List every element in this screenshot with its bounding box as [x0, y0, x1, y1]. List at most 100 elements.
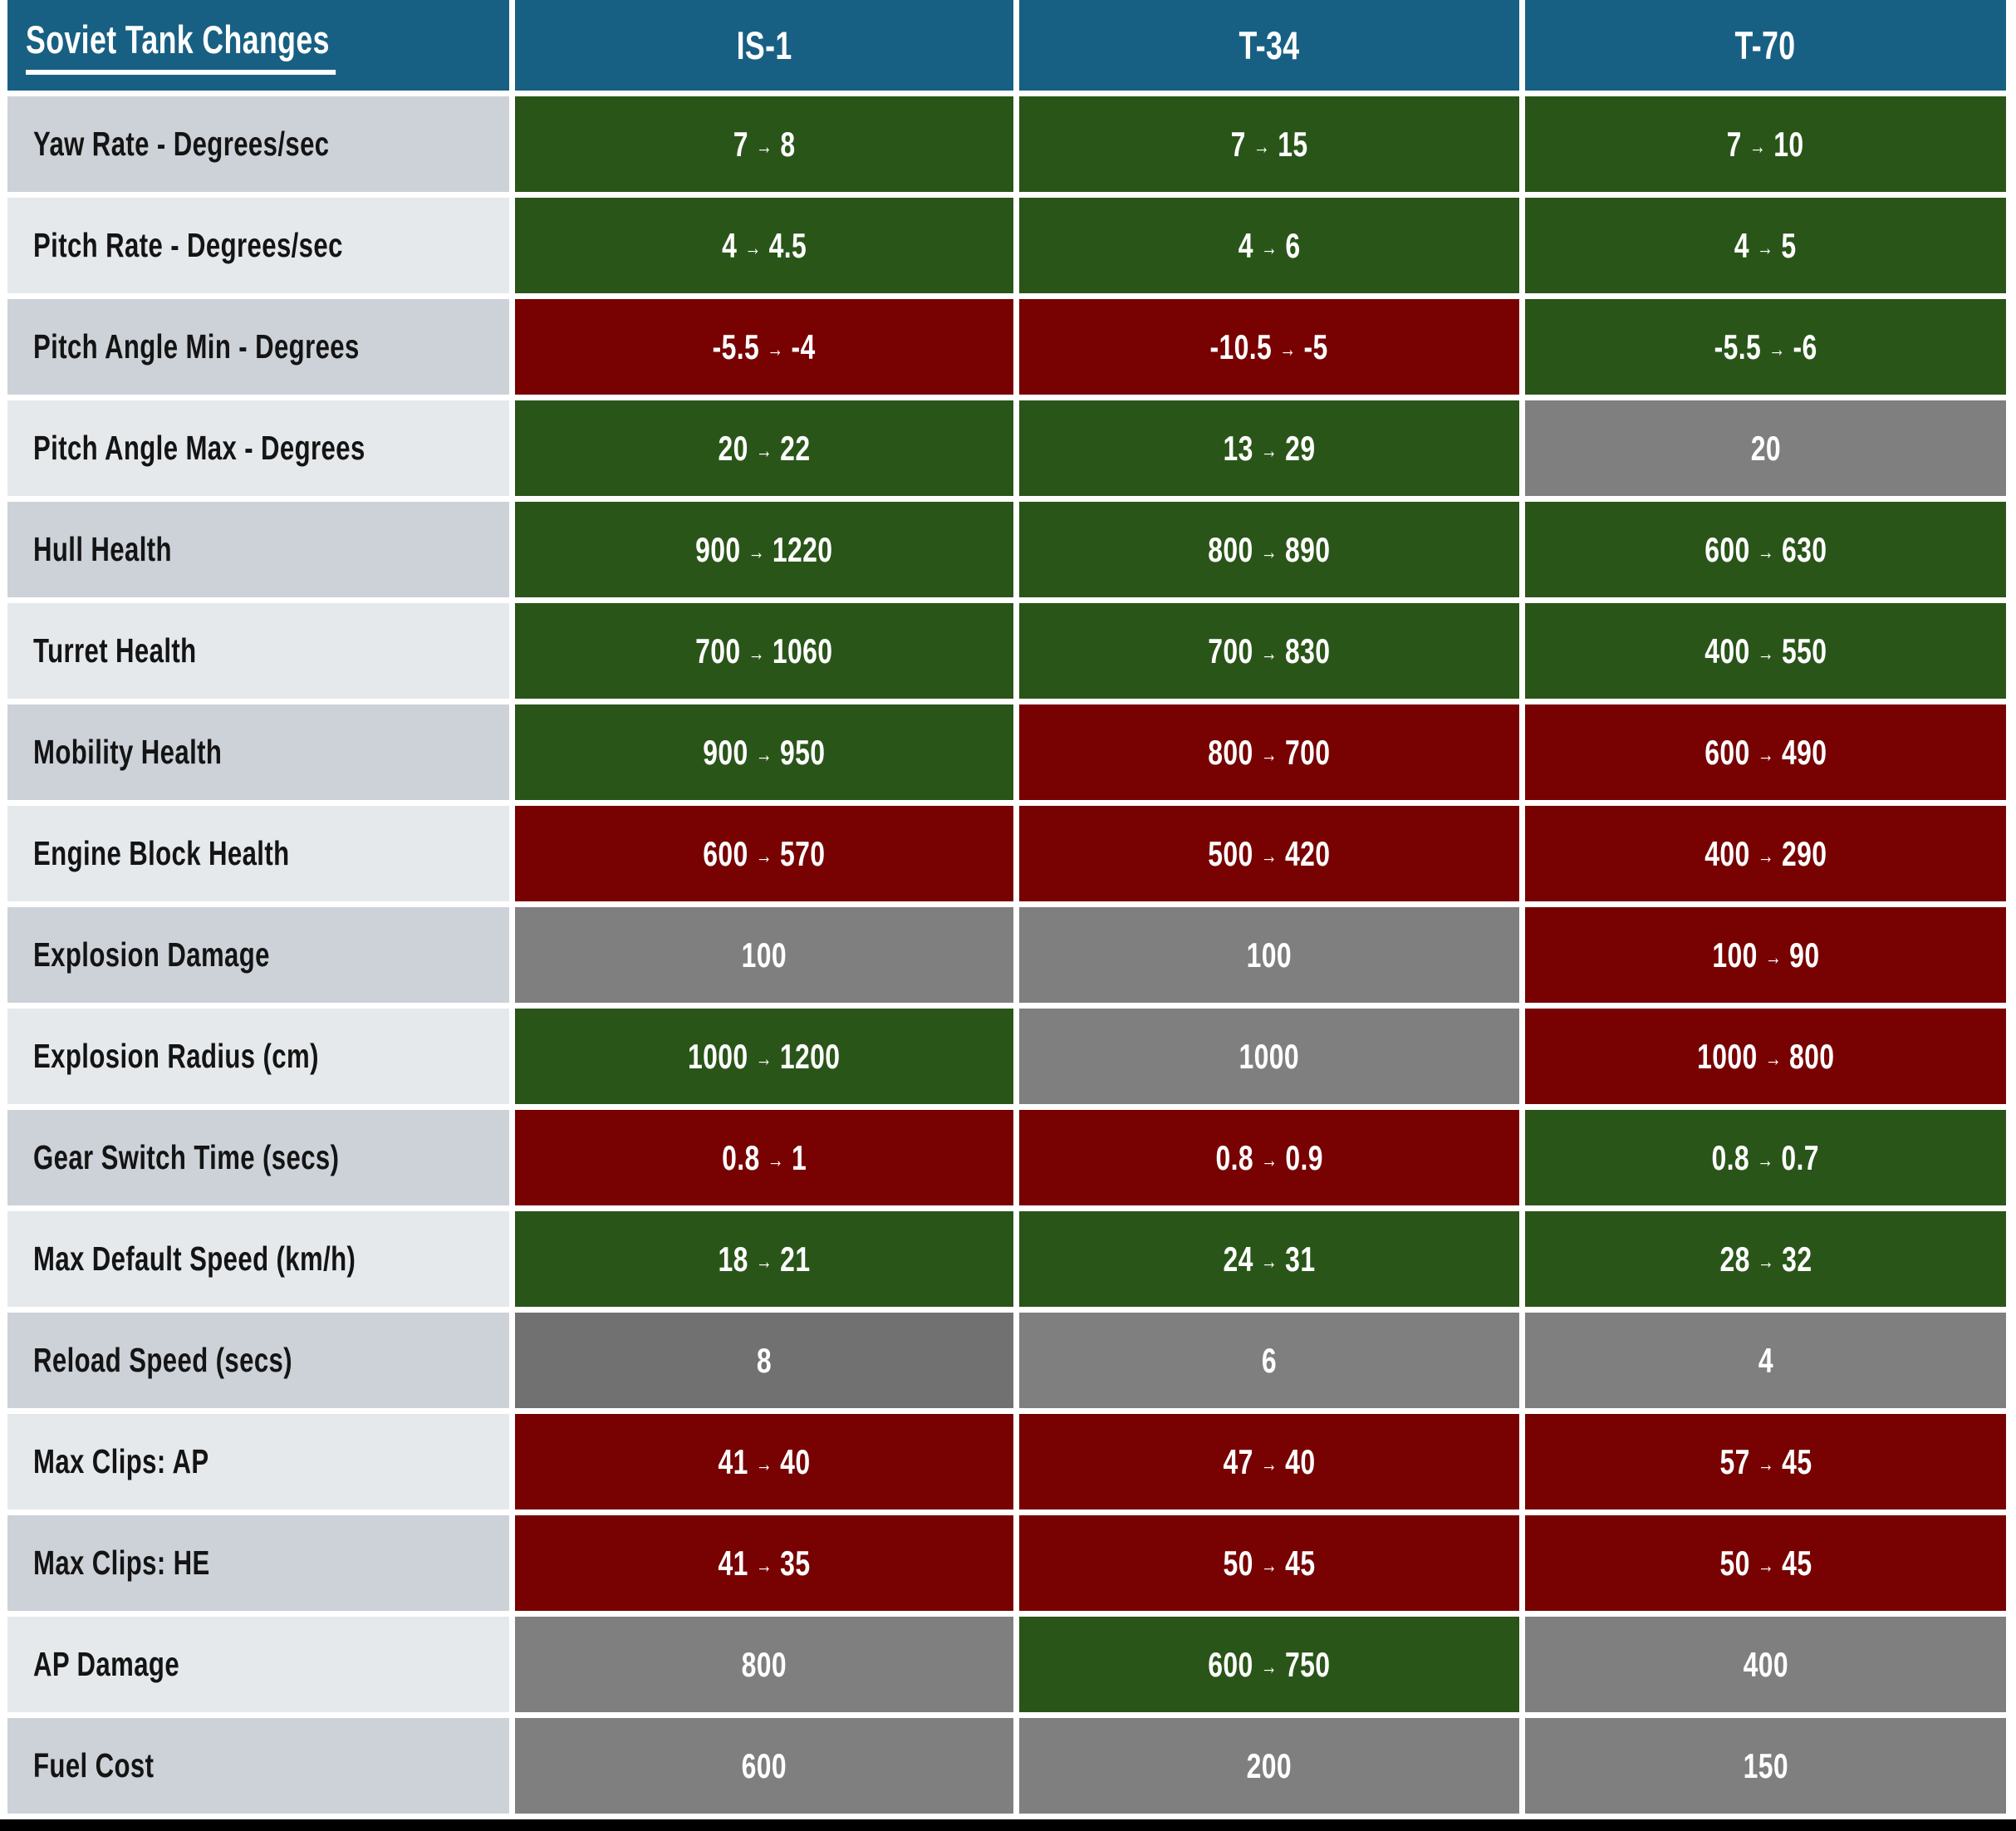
stat-value: 6 [1261, 1340, 1278, 1380]
stat-value: 100 [1246, 935, 1292, 974]
stat-value: 100 [741, 935, 787, 974]
change-arrow-icon: → [748, 539, 766, 565]
table-bottom-border [0, 1819, 2016, 1831]
column-header-is1: IS-1 [515, 0, 1013, 91]
change-arrow-icon: → [1757, 539, 1774, 565]
row-label-text: Max Clips: AP [33, 1442, 209, 1480]
row-label-text: Max Clips: HE [33, 1544, 210, 1582]
stat-cell-nerf: 50 → 45 [1019, 1515, 1519, 1611]
stat-value: 900 → 1220 [695, 529, 833, 569]
change-arrow-icon: → [755, 742, 773, 768]
stat-value: 0.8 → 1 [721, 1137, 807, 1177]
table-title: Soviet Tank Changes [26, 17, 336, 75]
stat-value: 18 → 21 [718, 1239, 811, 1279]
column-header-label: T-70 [1734, 23, 1796, 67]
stat-cell-nerf: 41 → 35 [515, 1515, 1013, 1611]
stat-cell-unchanged: 4 [1525, 1313, 2006, 1408]
stat-value: 50 → 45 [1223, 1543, 1316, 1583]
row-label: AP Damage [7, 1617, 509, 1712]
stat-value: -10.5 → -5 [1209, 326, 1329, 366]
stat-cell-buff: 13 → 29 [1019, 400, 1519, 496]
row-label: Max Clips: HE [7, 1515, 509, 1611]
row-label: Explosion Damage [7, 907, 509, 1003]
change-arrow-icon: → [1279, 336, 1297, 362]
stat-value: 700 → 1060 [695, 631, 833, 670]
change-arrow-icon: → [1757, 1553, 1774, 1578]
row-label: Reload Speed (secs) [7, 1313, 509, 1408]
stat-cell-buff: 7 → 8 [515, 96, 1013, 192]
stat-cell-nerf: 800 → 700 [1019, 704, 1519, 800]
row-label-text: Mobility Health [33, 733, 223, 771]
stat-value: 600 [741, 1745, 787, 1785]
stat-cell-nerf: 41 → 40 [515, 1414, 1013, 1509]
stat-cell-unchanged: 150 [1525, 1718, 2006, 1814]
stat-value: 47 → 40 [1223, 1441, 1316, 1481]
stat-value: 600 → 570 [703, 833, 826, 873]
stat-value: 0.8 → 0.9 [1215, 1137, 1323, 1177]
stat-cell-nerf: -5.5 → -4 [515, 299, 1013, 395]
stat-cell-buff: 700 → 1060 [515, 603, 1013, 699]
row-label-text: Pitch Rate - Degrees/sec [33, 226, 343, 264]
change-arrow-icon: → [755, 1249, 773, 1274]
stat-value: 20 [1750, 428, 1781, 468]
stat-value: 100 → 90 [1711, 935, 1820, 974]
stat-cell-buff: 0.8 → 0.7 [1525, 1110, 2006, 1205]
stat-cell-unchanged: 200 [1019, 1718, 1519, 1814]
row-label-text: Explosion Damage [33, 935, 270, 974]
stat-cell-unchanged: 8 [515, 1313, 1013, 1408]
stat-value: 7 → 8 [733, 124, 796, 164]
stat-cell-buff: 4 → 4.5 [515, 198, 1013, 293]
row-label: Mobility Health [7, 704, 509, 800]
row-label: Pitch Rate - Degrees/sec [7, 198, 509, 293]
stat-cell-nerf: 0.8 → 0.9 [1019, 1110, 1519, 1205]
change-arrow-icon: → [767, 1147, 784, 1173]
stat-cell-buff: 700 → 830 [1019, 603, 1519, 699]
stat-cell-buff: 1000 → 1200 [515, 1009, 1013, 1104]
change-arrow-icon: → [1260, 1451, 1278, 1477]
stat-value: 400 [1743, 1644, 1788, 1684]
stat-cell-buff: 7 → 15 [1019, 96, 1519, 192]
row-label: Max Clips: AP [7, 1414, 509, 1509]
column-header-label: IS-1 [736, 23, 792, 67]
stat-value: 800 [741, 1644, 787, 1684]
stat-value: 24 → 31 [1223, 1239, 1316, 1279]
stat-value: 400 → 290 [1704, 833, 1827, 873]
stat-cell-unchanged: 800 [515, 1617, 1013, 1712]
change-arrow-icon: → [1764, 945, 1782, 970]
row-label-text: Explosion Radius (cm) [33, 1037, 319, 1075]
change-arrow-icon: → [755, 843, 773, 869]
stat-value: 800 → 700 [1208, 732, 1331, 772]
column-header-t34: T-34 [1019, 0, 1519, 91]
stat-value: 4 [1758, 1340, 1773, 1380]
change-arrow-icon: → [1260, 1147, 1278, 1173]
stat-cell-nerf: 100 → 90 [1525, 907, 2006, 1003]
stat-value: 20 → 22 [718, 428, 811, 468]
column-header-label: T-34 [1239, 23, 1300, 67]
stat-value: 4 → 6 [1238, 225, 1301, 265]
stat-value: 400 → 550 [1704, 631, 1827, 670]
stat-value: 8 [756, 1340, 773, 1380]
row-label-text: Engine Block Health [33, 834, 290, 872]
stat-value: 200 [1246, 1745, 1292, 1785]
change-arrow-icon: → [748, 641, 766, 666]
stat-cell-buff: 20 → 22 [515, 400, 1013, 496]
stat-cell-buff: 28 → 32 [1525, 1211, 2006, 1307]
stat-cell-buff: 4 → 5 [1525, 198, 2006, 293]
row-label: Engine Block Health [7, 806, 509, 901]
stat-value: 700 → 830 [1208, 631, 1331, 670]
stat-cell-nerf: 400 → 290 [1525, 806, 2006, 901]
row-label: Pitch Angle Max - Degrees [7, 400, 509, 496]
stat-cell-nerf: 50 → 45 [1525, 1515, 2006, 1611]
row-label-text: Gear Switch Time (secs) [33, 1138, 340, 1176]
stat-value: 41 → 35 [718, 1543, 811, 1583]
stat-cell-buff: 800 → 890 [1019, 502, 1519, 597]
change-arrow-icon: → [1749, 134, 1767, 160]
stat-value: 500 → 420 [1208, 833, 1331, 873]
row-label-text: Turret Health [33, 631, 197, 670]
stat-cell-buff: 400 → 550 [1525, 603, 2006, 699]
stat-cell-unchanged: 1000 [1019, 1009, 1519, 1104]
row-label-text: Fuel Cost [33, 1746, 155, 1784]
stat-cell-nerf: 0.8 → 1 [515, 1110, 1013, 1205]
change-arrow-icon: → [1757, 843, 1774, 869]
stat-value: 1000 → 1200 [688, 1036, 841, 1076]
